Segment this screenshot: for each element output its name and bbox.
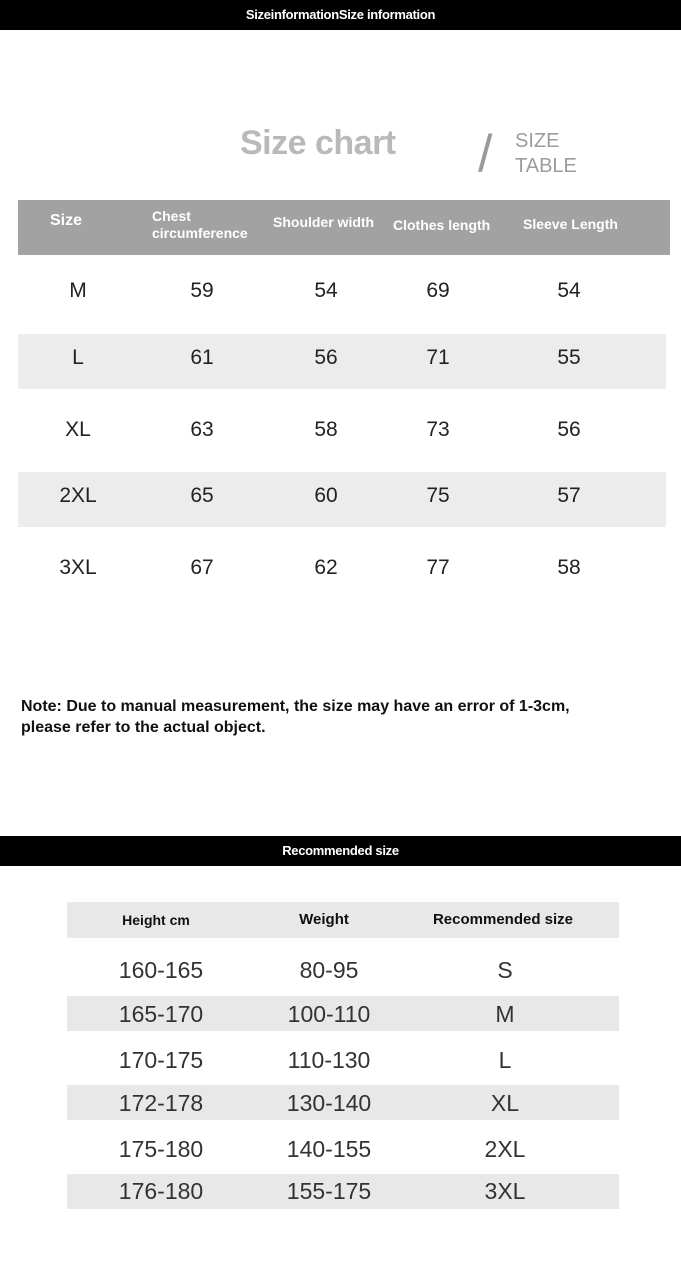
cell-height: 170-175 [118,1047,204,1073]
cell-size: S [497,957,513,983]
cell-length: 71 [426,346,450,369]
recommended-size-banner: Recommended size [0,836,681,866]
cell-height: 172-178 [118,1090,204,1116]
subtitle-line-1: SIZE [515,130,560,152]
cell-size: L [498,1047,512,1073]
cell-size: 3XL [484,1178,526,1204]
column-header-height: Height cm [122,912,190,928]
cell-weight: 140-155 [286,1136,372,1162]
size-table-subtitle: SIZE TABLE [515,129,577,179]
cell-chest: 67 [190,556,214,579]
cell-size: L [72,346,84,369]
cell-length: 77 [426,556,450,579]
cell-chest: 59 [190,279,214,302]
cell-weight: 80-95 [299,957,359,983]
cell-chest: 65 [190,484,214,507]
cell-sleeve: 58 [557,556,581,579]
cell-length: 75 [426,484,450,507]
cell-shoulder: 56 [314,346,338,369]
cell-sleeve: 56 [557,418,581,441]
cell-weight: 155-175 [286,1178,372,1204]
cell-chest: 61 [190,346,214,369]
cell-size: 3XL [59,556,97,579]
column-header-chest: Chest circumference [152,208,248,241]
cell-shoulder: 58 [314,418,338,441]
cell-size: 2XL [59,484,97,507]
size-chart-title: Size chart [240,124,396,162]
cell-weight: 130-140 [286,1090,372,1116]
cell-sleeve: 54 [557,279,581,302]
cell-length: 73 [426,418,450,441]
column-header-length: Clothes length [393,217,491,233]
cell-size: M [69,279,87,302]
note-line-1: Note: Due to manual measurement, the siz… [21,698,570,715]
row-band [67,1085,619,1120]
column-header-weight: Weight [299,911,349,928]
cell-shoulder: 62 [314,556,338,579]
cell-size: XL [490,1090,520,1116]
column-header-sleeve: Sleeve Length [523,216,618,232]
cell-sleeve: 57 [557,484,581,507]
recommended-table-header [67,902,619,938]
cell-size: XL [65,418,91,441]
row-band [18,334,666,389]
size-information-banner: SizeinformationSize information [0,0,681,30]
measurement-note: Note: Due to manual measurement, the siz… [21,696,570,738]
row-band [67,996,619,1031]
column-header-shoulder: Shoulder width [273,214,375,230]
cell-height: 160-165 [118,957,204,983]
cell-height: 175-180 [118,1136,204,1162]
cell-height: 165-170 [118,1001,204,1027]
column-header-recommended: Recommended size [432,911,574,928]
column-header-size: Size [50,212,83,229]
size-table-header [18,200,670,255]
row-band [67,1174,619,1209]
cell-chest: 63 [190,418,214,441]
cell-size: M [495,1001,515,1027]
cell-length: 69 [426,279,450,302]
cell-weight: 110-130 [287,1047,371,1073]
cell-height: 176-180 [118,1178,204,1204]
cell-shoulder: 54 [314,279,338,302]
cell-sleeve: 55 [557,346,581,369]
row-band [18,472,666,527]
cell-size: 2XL [484,1136,526,1162]
note-line-2: please refer to the actual object. [21,719,266,736]
cell-shoulder: 60 [314,484,338,507]
cell-weight: 100-110 [287,1001,371,1027]
slash-divider: / [478,125,493,183]
subtitle-line-2: TABLE [515,155,577,177]
